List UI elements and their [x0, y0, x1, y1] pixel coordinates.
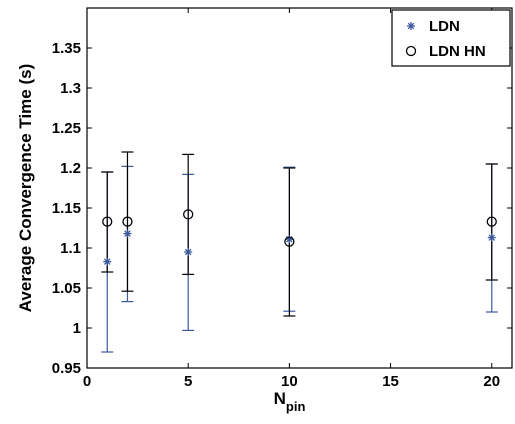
legend: LDN LDN HN: [391, 9, 511, 67]
marker-ldn: [103, 257, 112, 266]
legend-label-ldn-hn: LDN HN: [429, 43, 486, 60]
plot-frame: [86, 7, 513, 369]
x-tick-label: 20: [483, 373, 500, 390]
y-tick-label: 0.95: [52, 360, 81, 377]
marker-ldn: [487, 233, 496, 242]
marker-ldn-hn: [486, 216, 497, 227]
marker-ldn: [123, 229, 132, 238]
x-axis-label-subscript: pin: [286, 399, 306, 414]
x-tick-label: 5: [184, 373, 192, 390]
marker-ldn-hn: [284, 236, 295, 247]
legend-label-ldn: LDN: [429, 18, 460, 35]
y-tick-label: 1.05: [52, 280, 81, 297]
x-tick-label: 0: [83, 373, 91, 390]
x-tick-label: 15: [382, 373, 399, 390]
marker-ldn: [184, 248, 193, 256]
marker-ldn-hn: [183, 209, 194, 220]
y-tick-label: 1.2: [60, 160, 81, 177]
y-tick-label: 1.3: [60, 80, 81, 97]
markers: [102, 209, 497, 266]
x-axis-label: Npin: [274, 389, 306, 414]
y-tick-label: 1.15: [52, 200, 81, 217]
legend-marker-ldn: [407, 22, 415, 30]
axes: [86, 7, 513, 369]
error-bars: [101, 151, 498, 353]
y-tick-label: 1: [73, 320, 81, 337]
y-tick-label: 1.25: [52, 120, 81, 137]
legend-box: [391, 9, 511, 67]
marker-ldn-hn: [122, 216, 133, 227]
y-tick-label: 1.1: [60, 240, 81, 257]
marker-ldn-hn: [102, 216, 113, 227]
ticks: 0 5 10 15 20 0.95 1 1.05 1.1 1.15 1.2 1.25 1.3 1.35: [52, 8, 512, 390]
legend-marker-ldn-hn: [405, 45, 417, 57]
x-axis-label-main: N: [274, 389, 286, 408]
y-tick-label: 1.35: [52, 40, 81, 57]
y-axis-label: Average Convergence Time (s): [16, 64, 35, 312]
x-tick-label: 10: [281, 373, 298, 390]
